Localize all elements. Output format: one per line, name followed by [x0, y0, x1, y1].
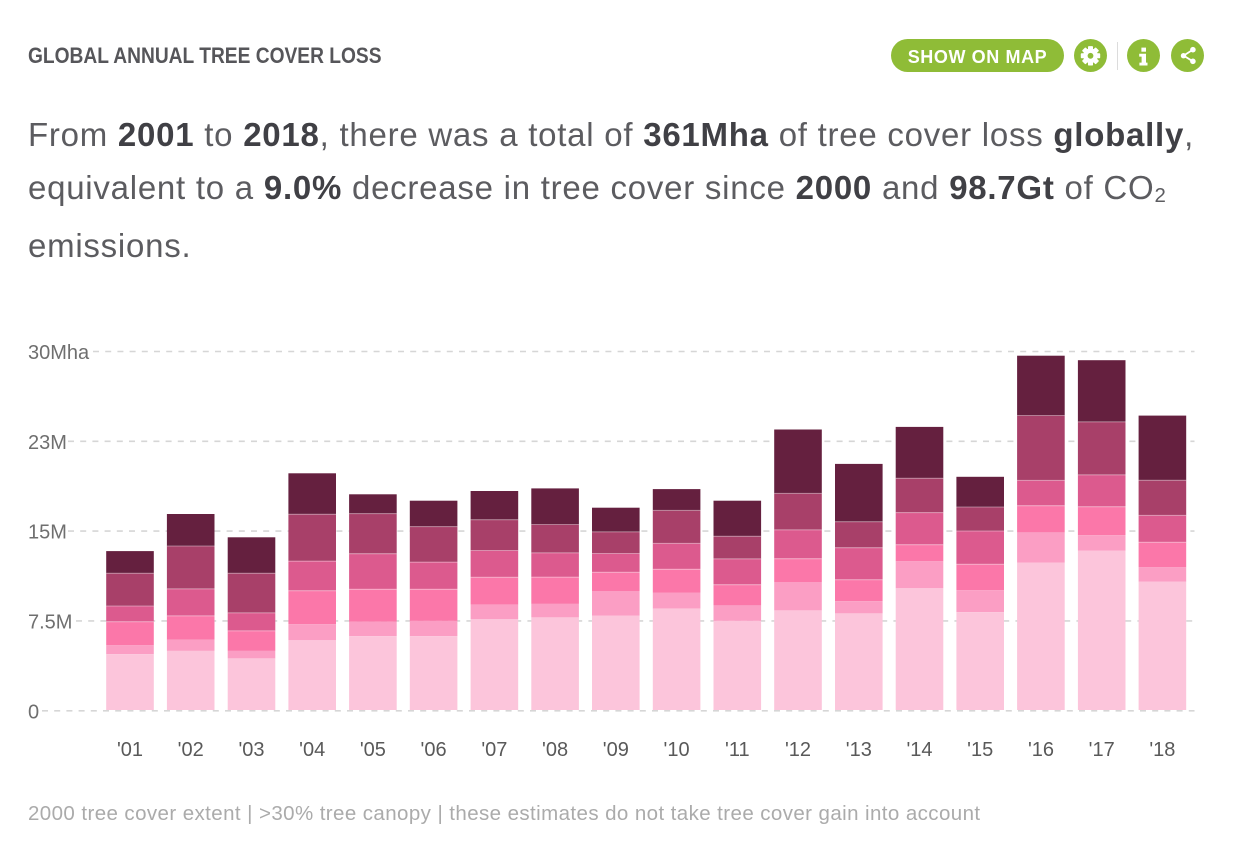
svg-text:'14: '14: [906, 739, 932, 761]
svg-text:'05: '05: [360, 739, 386, 761]
svg-text:'02: '02: [178, 739, 204, 761]
svg-text:15M: 15M: [28, 522, 67, 544]
svg-text:'03: '03: [238, 739, 264, 761]
svg-text:'15: '15: [967, 739, 993, 761]
svg-text:'16: '16: [1028, 739, 1054, 761]
svg-text:7.5M: 7.5M: [28, 611, 72, 633]
svg-text:'07: '07: [481, 739, 507, 761]
svg-text:'04: '04: [299, 739, 325, 761]
svg-text:'01: '01: [117, 739, 143, 761]
svg-text:'12: '12: [785, 739, 811, 761]
svg-text:'13: '13: [846, 739, 872, 761]
svg-text:'17: '17: [1089, 739, 1115, 761]
svg-text:'06: '06: [421, 739, 447, 761]
svg-text:23M: 23M: [28, 432, 67, 454]
svg-text:'18: '18: [1149, 739, 1175, 761]
svg-text:'10: '10: [664, 739, 690, 761]
svg-text:30Mha: 30Mha: [28, 342, 90, 364]
svg-text:0: 0: [28, 701, 39, 723]
svg-text:'11: '11: [725, 739, 750, 761]
svg-text:'08: '08: [542, 739, 568, 761]
svg-text:'09: '09: [603, 739, 629, 761]
